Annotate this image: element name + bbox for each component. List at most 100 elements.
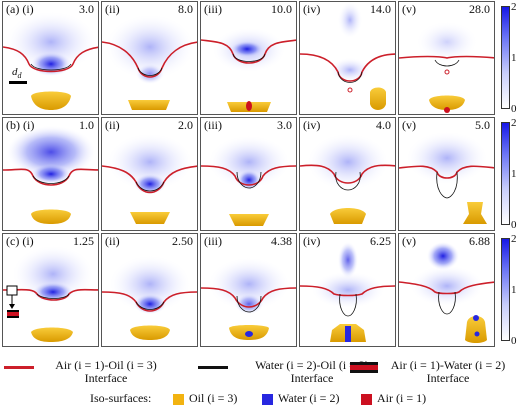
iso-water-swatch — [262, 394, 273, 405]
time-label: 6.25 — [370, 234, 391, 248]
row-label-a: (a) (i) — [6, 2, 34, 16]
colorbar-a-tick-0: 0 — [511, 103, 517, 115]
flow-field-b-i — [3, 126, 98, 224]
iso-oil-label: Oil (i = 3) — [189, 391, 238, 405]
panel-label: (ii) — [105, 118, 120, 132]
iso-water-label: Water (i = 2) — [278, 391, 340, 405]
legend-air-oil-text: Air (i = 1)-Oil (i = 3) Interface — [55, 358, 157, 385]
flow-field-c-i — [3, 246, 98, 342]
time-label: 4.0 — [376, 118, 391, 132]
colorbar-a — [501, 6, 510, 109]
water-core-iso — [473, 315, 479, 321]
time-label: 10.0 — [271, 2, 292, 16]
time-label: 5.0 — [475, 118, 490, 132]
iso-oil-swatch — [173, 394, 184, 405]
time-label: 28.0 — [469, 2, 490, 16]
flow-field-b-ii — [102, 134, 197, 224]
time-label: 1.25 — [73, 234, 94, 248]
scale-bar-label: dd — [12, 66, 22, 81]
oil-droplet-iso — [465, 316, 487, 343]
legend-water-oil-line — [198, 366, 228, 369]
iso-air-swatch — [361, 394, 372, 405]
time-label: 8.0 — [178, 2, 193, 16]
panel-a-iv: (iv) 14.0 — [299, 1, 396, 115]
colorbar-b — [501, 122, 510, 225]
panel-b-i: (b) (i) 1.0 — [2, 117, 99, 231]
zoom-box — [6, 285, 18, 296]
air-core-iso — [444, 107, 450, 113]
iso-surfaces-title: Iso-surfaces: — [90, 391, 152, 405]
panel-label: (ii) — [105, 2, 120, 16]
panel-b-v: (v) 5.0 — [398, 117, 495, 231]
flow-field-c-iii — [201, 258, 296, 340]
panel-label: (v) — [402, 2, 416, 16]
oil-droplet-iso — [128, 100, 170, 110]
water-core-iso — [345, 326, 351, 342]
colorbar-a-tick-2: 2 — [511, 1, 517, 13]
panel-label: (iv) — [303, 118, 321, 132]
panel-label: (iii) — [204, 118, 222, 132]
oil-droplet-iso — [31, 327, 73, 342]
flow-field-a-ii — [102, 15, 197, 110]
row-label-c: (c) (i) — [6, 234, 34, 248]
time-label: 3.0 — [277, 118, 292, 132]
oil-droplet-iso — [130, 325, 170, 340]
iso-air-label: Air (i = 1) — [377, 391, 427, 405]
flow-field-c-iv — [300, 242, 395, 342]
panel-label: (iii) — [204, 234, 222, 248]
oil-droplet-iso — [31, 91, 71, 110]
air-core-iso — [246, 101, 252, 111]
panel-b-iii: (iii) 3.0 — [200, 117, 297, 231]
legend-water-oil-text: Water (i = 2)-Oil (i = 3) Interface — [255, 358, 369, 385]
panel-label: (ii) — [105, 234, 120, 248]
panel-c-ii: (ii) 2.50 — [101, 233, 198, 347]
oil-droplet-iso — [229, 214, 269, 226]
flow-field-a-i — [3, 12, 98, 110]
panel-label: (v) — [402, 234, 416, 248]
flow-field-a-iv — [300, 2, 395, 110]
panel-c-i: (c) (i) 1.25 — [2, 233, 99, 347]
panel-label: (iv) — [303, 2, 321, 16]
legend-air-oil-line — [4, 366, 34, 369]
oil-droplet-iso — [370, 87, 386, 110]
time-label: 3.0 — [79, 2, 94, 16]
water-core-iso — [474, 331, 480, 337]
panel-c-iii: (iii) 4.38 — [200, 233, 297, 347]
colorbar-c-tick-2: 2 — [511, 233, 517, 245]
time-label: 6.88 — [469, 234, 490, 248]
panel-a-iii: (iii) 10.0 — [200, 1, 297, 115]
scale-bar — [9, 81, 27, 84]
flow-field-a-iii — [201, 28, 296, 112]
colorbar-a-tick-1: 1 — [511, 52, 517, 64]
time-label: 4.38 — [271, 234, 292, 248]
colorbar-b-tick-0: 0 — [511, 219, 517, 231]
legend-air-water-line — [350, 362, 378, 373]
flow-field-c-v — [399, 242, 494, 343]
flow-field-b-iii — [201, 136, 296, 226]
time-label: 2.50 — [172, 234, 193, 248]
colorbar-c — [501, 238, 510, 341]
panel-b-ii: (ii) 2.0 — [101, 117, 198, 231]
colorbar-c-tick-1: 1 — [511, 284, 517, 296]
row-label-b: (b) (i) — [6, 118, 35, 132]
water-core-iso — [245, 331, 253, 337]
flow-field-c-ii — [102, 256, 197, 340]
time-label: 14.0 — [370, 2, 391, 16]
panel-label: (iii) — [204, 2, 222, 16]
panel-a-i: (a) (i) 3.0 dd — [2, 1, 99, 115]
panel-c-iv: (iv) 6.25 — [299, 233, 396, 347]
panel-a-v: (v) 28.0 — [398, 1, 495, 115]
panel-label: (iv) — [303, 234, 321, 248]
flow-field-a-v — [399, 22, 494, 113]
panel-b-iv: (iv) 4.0 — [299, 117, 396, 231]
flow-field-b-v — [399, 132, 494, 224]
oil-droplet-iso — [429, 95, 465, 110]
colorbar-b-tick-1: 1 — [511, 168, 517, 180]
air-water-interface-zoom — [7, 312, 19, 316]
colorbar-b-tick-2: 2 — [511, 117, 517, 129]
flow-field-b-iv — [300, 134, 395, 224]
oil-droplet-iso — [330, 208, 366, 224]
colorbar-c-tick-0: 0 — [511, 335, 517, 347]
panel-c-v: (v) 6.88 — [398, 233, 495, 347]
panel-label: (v) — [402, 118, 416, 132]
